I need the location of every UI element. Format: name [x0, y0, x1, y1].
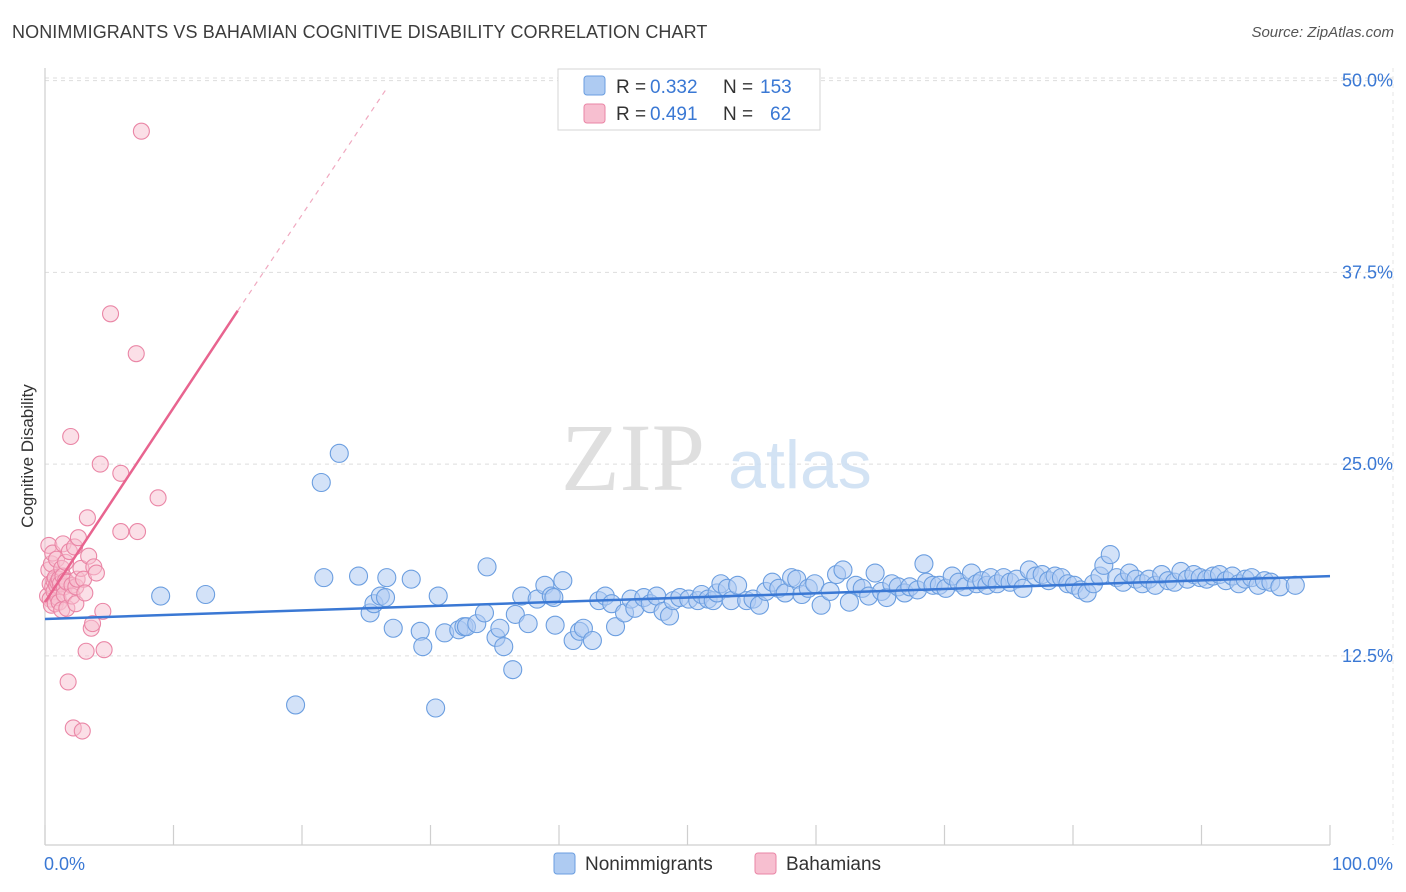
- nonimmigrants-trend-line: [44, 574, 1331, 621]
- nonimmigrant-point: [474, 603, 495, 623]
- bahamian-point: [112, 523, 130, 541]
- nonimmigrant-point: [553, 571, 573, 591]
- nonimmigrant-point: [605, 617, 626, 637]
- nonimmigrant-point: [286, 695, 306, 715]
- bahamian-point: [94, 602, 112, 620]
- nonimmigrant-point: [1285, 575, 1305, 595]
- nonimmigrant-point: [865, 563, 885, 583]
- nonimmigrant-point: [375, 588, 396, 608]
- legend-label-bahamians: Bahamians: [786, 854, 881, 875]
- legend-n-value-2: 62: [770, 104, 791, 125]
- nonimmigrant-point: [582, 630, 602, 651]
- bahamian-point: [76, 584, 94, 602]
- nonimmigrant-point: [151, 586, 171, 606]
- chart-title: NONIMMIGRANTS VS BAHAMIAN COGNITIVE DISA…: [12, 22, 708, 42]
- bahamians-trend-extension: [237, 87, 388, 312]
- y-tick-label: 25.0%: [1342, 454, 1393, 474]
- series-legend: Nonimmigrants Bahamians: [553, 852, 881, 875]
- y-tick-label: 37.5%: [1342, 262, 1393, 282]
- nonimmigrant-point: [503, 660, 523, 680]
- legend-r-value-1: 0.332: [650, 77, 698, 98]
- bahamian-point: [95, 641, 113, 659]
- nonimmigrant-point: [544, 588, 564, 608]
- bahamian-point: [91, 455, 109, 473]
- gridlines: [45, 68, 1394, 845]
- legend-n-label-2: N =: [723, 104, 753, 125]
- nonimmigrant-point: [914, 554, 934, 574]
- bahamians-trend-line: [43, 310, 239, 603]
- nonimmigrant-point: [490, 618, 510, 638]
- nonimmigrant-point: [728, 575, 748, 595]
- legend-r-label-2: R =: [616, 104, 646, 125]
- nonimmigrant-point: [314, 568, 334, 588]
- bahamian-point: [78, 509, 96, 527]
- nonimmigrant-point: [329, 443, 349, 463]
- nonimmigrant-point: [311, 472, 331, 493]
- bahamian-point: [73, 722, 91, 740]
- bahamian-point: [77, 642, 95, 660]
- legend-n-value-1: 153: [760, 77, 792, 98]
- nonimmigrant-point: [348, 566, 369, 586]
- legend-swatch-bahamians-bottom: [754, 852, 777, 875]
- bahamians-points: [39, 122, 167, 740]
- legend-label-nonimmigrants: Nonimmigrants: [585, 854, 713, 875]
- watermark-zip: ZIP: [561, 404, 705, 511]
- trend-lines: [43, 87, 1331, 621]
- bahamian-point: [87, 564, 105, 582]
- nonimmigrant-point: [413, 637, 433, 657]
- nonimmigrant-point: [1100, 545, 1120, 565]
- nonimmigrant-point: [377, 568, 397, 588]
- legend-swatch-nonimmigrants-bottom: [553, 852, 576, 875]
- legend-r-label-1: R =: [616, 77, 646, 98]
- bahamian-point: [101, 305, 120, 323]
- nonimmigrant-point: [426, 698, 446, 718]
- nonimmigrant-point: [839, 592, 859, 612]
- x-tick-labels: 0.0% 100.0%: [44, 854, 1393, 874]
- nonimmigrant-point: [428, 586, 448, 606]
- nonimmigrant-point: [494, 637, 514, 657]
- legend-n-label-1: N =: [723, 77, 753, 98]
- nonimmigrant-point: [383, 618, 403, 638]
- x-tick-label-min: 0.0%: [44, 854, 85, 874]
- bahamian-point: [128, 523, 147, 541]
- nonimmigrant-point: [811, 595, 831, 615]
- watermark-atlas: atlas: [728, 427, 872, 503]
- nonimmigrant-point: [545, 615, 565, 635]
- nonimmigrant-point: [833, 560, 853, 580]
- x-tick-label-max: 100.0%: [1332, 854, 1393, 874]
- y-tick-label: 50.0%: [1342, 71, 1393, 91]
- nonimmigrant-point: [505, 604, 525, 624]
- source-credit: Source: ZipAtlas.com: [1251, 24, 1394, 41]
- bahamian-point: [59, 673, 77, 691]
- bahamian-point: [132, 122, 150, 140]
- bahamian-point: [83, 615, 102, 633]
- y-tick-label: 12.5%: [1342, 646, 1393, 666]
- legend-r-value-2: 0.491: [650, 104, 698, 125]
- nonimmigrant-point: [1013, 578, 1033, 598]
- watermark: ZIP atlas: [561, 404, 872, 511]
- correlation-legend: R = 0.332 N = 153 R = 0.491 N = 62: [557, 68, 821, 131]
- bahamian-point: [149, 489, 167, 507]
- y-tick-labels: 12.5% 25.0% 37.5% 50.0%: [1342, 71, 1393, 666]
- legend-swatch-bahamians: [583, 103, 606, 124]
- axes: [44, 68, 1331, 846]
- nonimmigrant-point: [196, 584, 216, 605]
- bahamian-point: [127, 345, 145, 363]
- nonimmigrant-point: [518, 614, 538, 634]
- bahamian-point: [62, 427, 80, 446]
- legend-swatch-nonimmigrants: [583, 75, 606, 96]
- nonimmigrant-point: [477, 557, 497, 577]
- nonimmigrant-point: [401, 569, 421, 589]
